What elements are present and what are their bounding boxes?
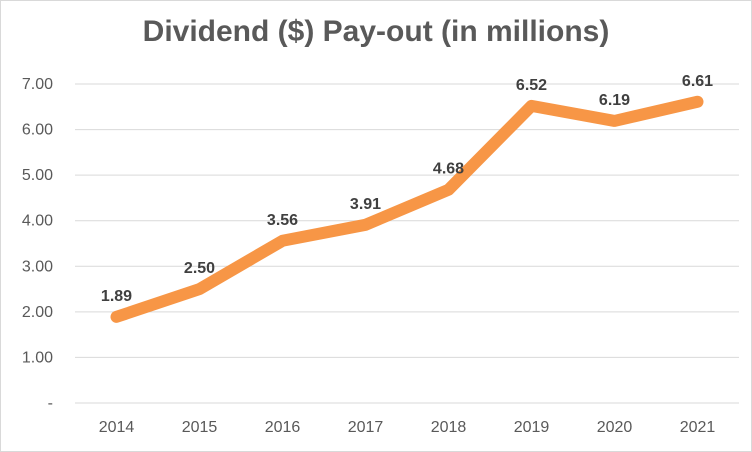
data-label: 6.61: [682, 73, 713, 90]
x-tick-label: 2020: [597, 419, 633, 436]
x-tick-label: 2021: [680, 419, 716, 436]
y-tick-label: 6.00: [22, 122, 53, 139]
chart-title: Dividend ($) Pay-out (in millions): [142, 15, 610, 48]
data-label: 3.56: [267, 212, 298, 229]
x-tick-label: 2015: [182, 419, 218, 436]
y-tick-label: 3.00: [22, 258, 53, 275]
data-label: 6.19: [599, 92, 630, 109]
data-label: 4.68: [433, 161, 464, 178]
y-tick-label: 1.00: [22, 349, 53, 366]
y-tick-label: -: [48, 395, 53, 412]
data-label: 6.52: [516, 77, 547, 94]
y-tick-label: 5.00: [22, 167, 53, 184]
x-tick-label: 2017: [348, 419, 384, 436]
y-tick-label: 2.00: [22, 304, 53, 321]
data-label: 1.89: [101, 288, 132, 305]
series-line: [110, 95, 704, 323]
x-tick-label: 2016: [265, 419, 301, 436]
x-tick-label: 2018: [431, 419, 467, 436]
y-tick-label: 4.00: [22, 213, 53, 230]
data-label: 2.50: [184, 260, 215, 277]
x-tick-label: 2014: [99, 419, 135, 436]
data-label: 3.91: [350, 196, 381, 213]
x-tick-label: 2019: [514, 419, 550, 436]
y-tick-label: 7.00: [22, 76, 53, 93]
